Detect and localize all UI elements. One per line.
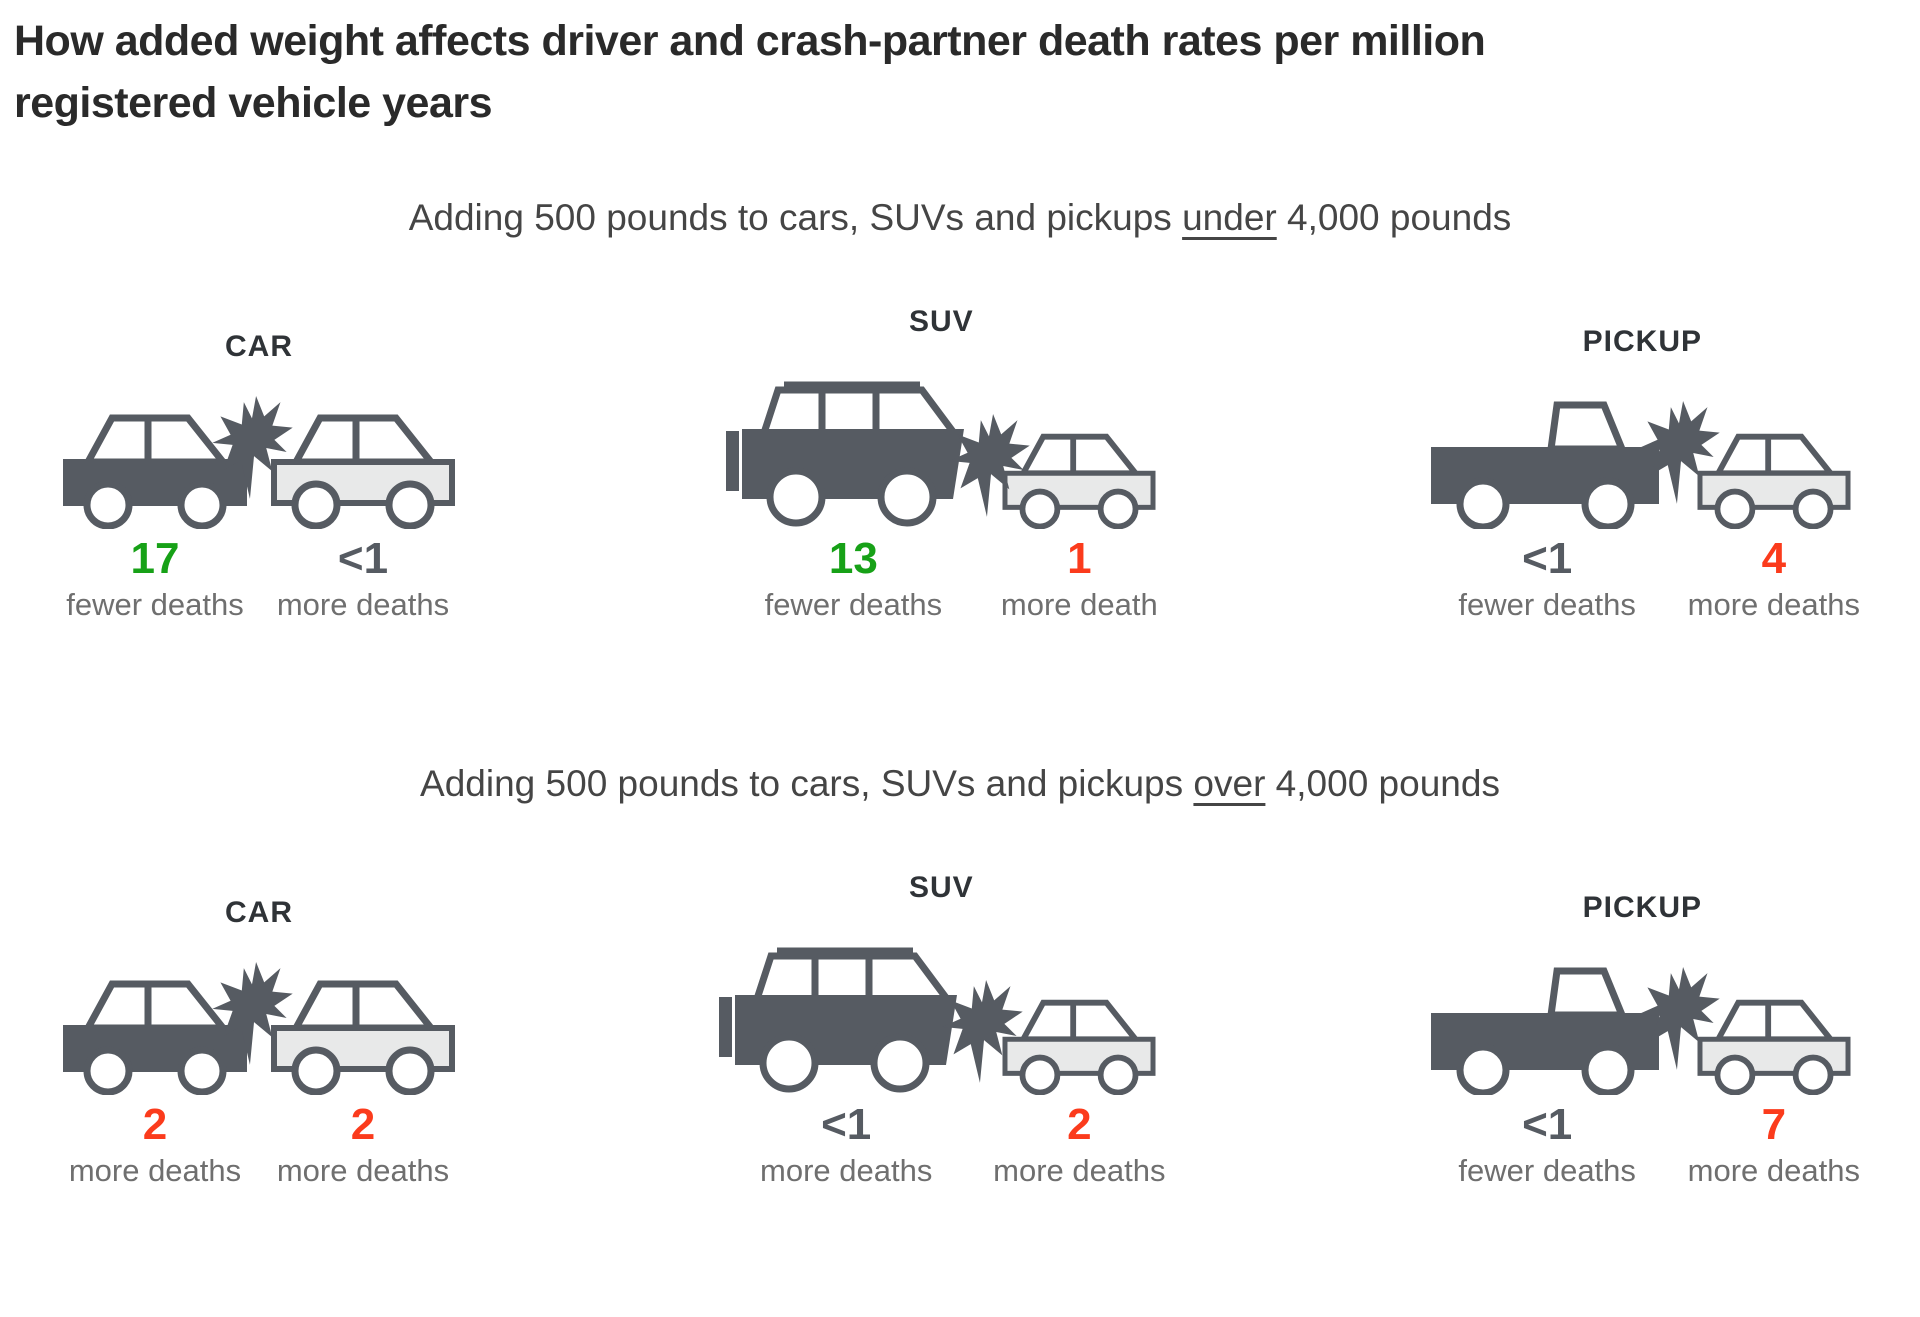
- death-count-caption: fewer deaths: [1458, 1152, 1636, 1188]
- crash-partner-car-icon: [268, 404, 458, 529]
- crash-pair: 13 fewer deaths 1 more death: [724, 379, 1158, 623]
- death-count-caption: more deaths: [68, 1152, 242, 1188]
- death-count: 13: [828, 533, 878, 583]
- crash-icon: [1637, 965, 1723, 1082]
- subtitle-suffix: 4,000 pounds: [1276, 196, 1512, 238]
- death-count-caption: more deaths: [276, 1152, 450, 1188]
- death-count: 4: [1761, 533, 1787, 583]
- death-count: 17: [130, 533, 180, 583]
- car-icon: [60, 404, 250, 529]
- panel-over-pickup: PICKUP <1 fewer deaths 7 more deaths: [1425, 891, 1860, 1189]
- panel-under-suv: SUV 13 fewer deaths 1: [724, 305, 1158, 623]
- death-count: 2: [350, 1099, 376, 1149]
- vehicle-label: CAR: [225, 895, 293, 929]
- death-count-caption: fewer deaths: [1458, 586, 1636, 622]
- subtitle-prefix: Adding 500 pounds to cars, SUVs and pick…: [420, 762, 1194, 804]
- death-count: 7: [1761, 1099, 1787, 1149]
- crash-partner-car-icon: [1000, 425, 1158, 529]
- striking-vehicle-unit: <1 more deaths: [717, 945, 975, 1189]
- section-over-panels: CAR 2 more deaths 2 more deaths: [14, 871, 1906, 1189]
- death-count: <1: [337, 533, 389, 583]
- panel-over-suv: SUV <1 more deaths 2: [717, 870, 1166, 1189]
- pickup-icon: [1425, 965, 1670, 1095]
- death-count-caption: more deaths: [276, 586, 450, 622]
- suv-icon: [724, 379, 982, 529]
- striking-vehicle-unit: 2 more deaths: [60, 970, 250, 1189]
- vehicle-label: PICKUP: [1582, 890, 1703, 924]
- crash-pair: <1 fewer deaths 4 more deaths: [1425, 399, 1860, 623]
- panel-under-car: CAR 17 fewer deaths <1 more dea: [60, 330, 458, 623]
- death-count-caption: more deaths: [1687, 586, 1860, 622]
- crash-icon: [1637, 399, 1723, 516]
- death-count-caption: more deaths: [1687, 1152, 1860, 1188]
- striking-vehicle-unit: <1 fewer deaths: [1425, 399, 1670, 623]
- crash-pair: <1 fewer deaths 7 more deaths: [1425, 965, 1860, 1189]
- crash-partner-unit: 2 more deaths: [993, 991, 1166, 1189]
- vehicle-label: PICKUP: [1582, 324, 1702, 358]
- section-over-subtitle: Adding 500 pounds to cars, SUVs and pick…: [14, 763, 1906, 805]
- striking-vehicle-unit: <1 fewer deaths: [1425, 965, 1670, 1189]
- crash-partner-car-icon: [1695, 991, 1853, 1095]
- death-count: 2: [142, 1099, 168, 1149]
- subtitle-underlined-word: over: [1193, 762, 1266, 804]
- crash-partner-car-icon: [1000, 991, 1158, 1095]
- subtitle-suffix: 4,000 pounds: [1265, 762, 1500, 804]
- crash-pair: 2 more deaths 2 more deaths: [60, 961, 458, 1189]
- death-count: 2: [1067, 1099, 1092, 1149]
- death-count-caption: more death: [1000, 586, 1158, 622]
- vehicle-label: SUV: [908, 304, 974, 338]
- crash-partner-car-icon: [1695, 425, 1853, 529]
- crash-pair: 17 fewer deaths <1 more deaths: [60, 395, 458, 623]
- page-title-line1: How added weight affects driver and cras…: [14, 17, 1486, 65]
- subtitle-underlined-word: under: [1182, 196, 1277, 238]
- death-count-caption: more deaths: [993, 1152, 1166, 1188]
- section-under-panels: CAR 17 fewer deaths <1 more dea: [14, 305, 1906, 623]
- crash-icon: [940, 978, 1026, 1095]
- crash-pair: <1 more deaths 2 more deaths: [717, 945, 1166, 1189]
- striking-vehicle-unit: 17 fewer deaths: [60, 404, 250, 623]
- death-count: <1: [1522, 533, 1573, 583]
- death-count-caption: fewer deaths: [66, 586, 244, 622]
- death-count-caption: more deaths: [760, 1152, 933, 1188]
- vehicle-label: CAR: [225, 329, 293, 363]
- car-icon: [60, 970, 250, 1095]
- crash-icon: [210, 960, 296, 1077]
- section-under-subtitle: Adding 500 pounds to cars, SUVs and pick…: [14, 197, 1906, 239]
- suv-icon: [717, 945, 975, 1095]
- death-count: <1: [1522, 1099, 1573, 1149]
- crash-partner-unit: <1 more deaths: [268, 404, 458, 623]
- death-count: <1: [821, 1099, 872, 1149]
- panel-over-car: CAR 2 more deaths 2 more deaths: [60, 896, 458, 1189]
- crash-icon: [210, 394, 296, 511]
- panel-under-pickup: PICKUP <1 fewer deaths 4 more deaths: [1425, 325, 1860, 623]
- page-title-line2: registered vehicle years: [14, 79, 493, 128]
- vehicle-label: SUV: [908, 870, 974, 904]
- crash-partner-unit: 7 more deaths: [1688, 991, 1860, 1189]
- death-count-caption: fewer deaths: [764, 586, 943, 622]
- crash-partner-unit: 2 more deaths: [268, 970, 458, 1189]
- subtitle-prefix: Adding 500 pounds to cars, SUVs and pick…: [408, 196, 1183, 238]
- striking-vehicle-unit: 13 fewer deaths: [724, 379, 982, 623]
- pickup-icon: [1425, 399, 1670, 529]
- crash-icon: [947, 412, 1033, 529]
- page-title: How added weight affects driver and cras…: [14, 10, 1906, 135]
- crash-partner-car-icon: [268, 970, 458, 1095]
- death-count: 1: [1067, 533, 1092, 583]
- crash-partner-unit: 1 more death: [1000, 425, 1158, 623]
- crash-partner-unit: 4 more deaths: [1688, 425, 1860, 623]
